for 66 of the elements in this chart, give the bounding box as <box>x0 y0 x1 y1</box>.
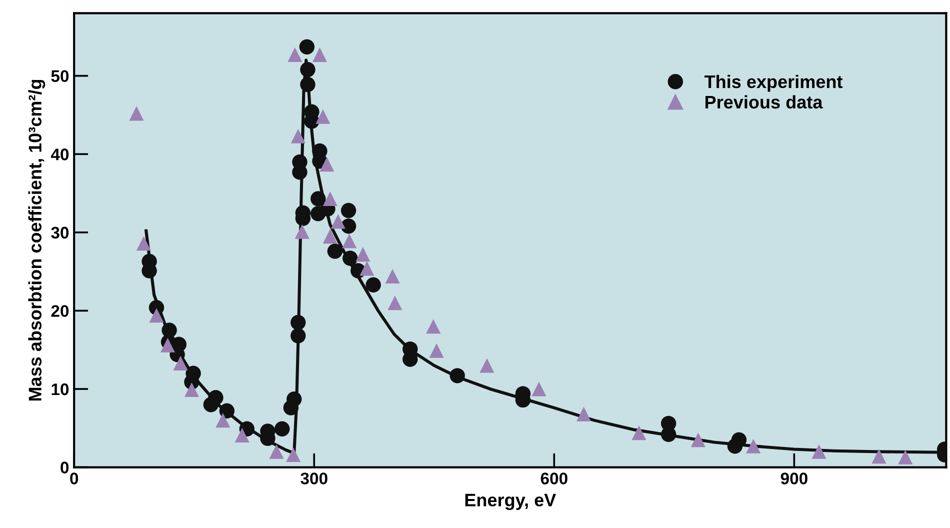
point <box>269 444 284 459</box>
point <box>322 191 338 206</box>
point <box>576 406 592 422</box>
legend-label: This experiment <box>704 74 843 92</box>
point <box>310 191 326 206</box>
point <box>288 47 302 62</box>
y-tick-label: 20 <box>51 305 69 317</box>
point <box>356 247 370 262</box>
point <box>660 426 676 442</box>
point <box>149 308 164 323</box>
point <box>360 261 374 276</box>
point <box>322 229 338 244</box>
point <box>746 438 761 454</box>
point <box>366 277 381 292</box>
x-axis-title: Energy, eV <box>465 494 556 510</box>
point <box>286 392 302 407</box>
point <box>290 328 306 344</box>
x-tick-label: 0 <box>70 472 78 484</box>
point <box>316 109 330 124</box>
point <box>320 157 334 172</box>
point <box>690 432 706 448</box>
y-tick-label: 30 <box>51 226 69 239</box>
y-tick-label: 10 <box>52 383 69 396</box>
point <box>294 224 310 239</box>
point <box>290 314 306 330</box>
legend-label: Previous data <box>705 95 823 109</box>
point <box>300 62 316 78</box>
point <box>429 343 444 358</box>
point <box>330 214 346 229</box>
point <box>312 47 328 62</box>
x-tick-label: 600 <box>540 472 568 484</box>
point <box>898 450 913 464</box>
point <box>216 413 230 428</box>
y-tick-label: 40 <box>50 148 69 160</box>
point <box>340 202 356 218</box>
point <box>632 426 646 440</box>
point <box>129 106 144 121</box>
point <box>532 382 546 396</box>
point <box>286 447 301 462</box>
point <box>136 236 151 251</box>
point <box>219 403 235 419</box>
y-tick-label: 50 <box>51 70 69 82</box>
point <box>388 296 402 310</box>
point <box>160 338 175 352</box>
point <box>385 268 400 284</box>
y-axis-title: Mass absorbtion coefficient, 10³cm²/g <box>28 80 46 401</box>
point <box>234 428 250 442</box>
x-tick-label: 300 <box>300 472 328 484</box>
point <box>274 421 290 437</box>
point <box>342 250 358 266</box>
point <box>299 39 315 54</box>
x-tick-label: 900 <box>780 472 808 484</box>
point <box>173 356 188 370</box>
point <box>872 449 886 464</box>
point <box>342 234 357 248</box>
point <box>300 76 316 92</box>
point <box>327 244 343 259</box>
point <box>480 358 494 373</box>
point <box>450 368 465 384</box>
point <box>184 382 199 398</box>
point <box>727 438 743 454</box>
y-tick-label: 0 <box>60 462 69 474</box>
point <box>290 128 306 144</box>
point <box>426 319 441 334</box>
point <box>812 444 826 459</box>
point <box>208 390 224 406</box>
